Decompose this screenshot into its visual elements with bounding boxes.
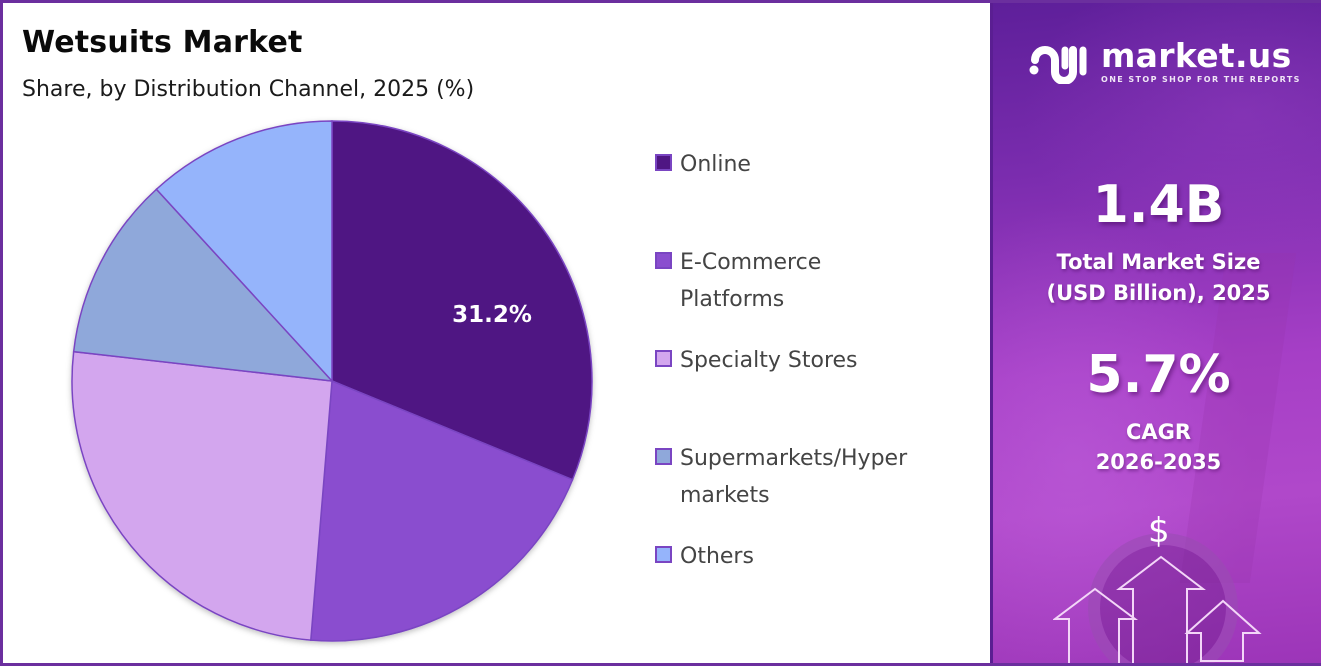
pie-slice-specialty-stores	[71, 350, 333, 641]
market-us-logo-icon	[1029, 45, 1087, 84]
cagr-caption-line-1: CAGR	[1125, 420, 1192, 444]
legend-item: Others	[655, 538, 754, 575]
market-size-caption: Total Market Size (USD Billion), 2025	[993, 247, 1321, 309]
pie-slice-e-commerce-platforms	[309, 379, 574, 642]
legend-swatch	[655, 154, 672, 171]
growth-arrows-icon	[1053, 555, 1262, 663]
legend-item: Supermarkets/Hyper markets	[655, 440, 907, 514]
legend-item: E-Commerce Platforms	[655, 244, 821, 318]
chart-panel: Wetsuits Market Share, by Distribution C…	[3, 3, 990, 663]
legend-swatch	[655, 448, 672, 465]
dollar-icon: $	[1148, 511, 1170, 551]
legend-label: Online	[680, 152, 751, 177]
pie-svg: 31.2%	[71, 120, 593, 642]
online-slice-label: 31.2%	[452, 302, 532, 328]
legend-swatch	[655, 252, 672, 269]
legend-item: Online	[655, 146, 751, 183]
pie-slice-supermarkets-hyper-markets	[72, 188, 334, 382]
pie-slice-others	[155, 120, 333, 383]
legend-swatch	[655, 546, 672, 563]
market-size-caption-line-2: (USD Billion), 2025	[1046, 281, 1271, 305]
pie-chart: 31.2%	[67, 116, 597, 646]
legend-label: Others	[680, 544, 754, 569]
chart-subtitle: Share, by Distribution Channel, 2025 (%)	[22, 77, 475, 102]
chart-title: Wetsuits Market	[22, 25, 303, 60]
cagr-value: 5.7%	[1086, 345, 1231, 405]
legend-label: Specialty Stores	[680, 348, 858, 373]
brand-tagline: ONE STOP SHOP FOR THE REPORTS	[1101, 75, 1301, 84]
brand-name: market.us	[1101, 36, 1292, 75]
pie-slice-online	[331, 120, 593, 481]
legend-swatch	[655, 350, 672, 367]
cagr-caption: CAGR 2026-2035	[993, 417, 1321, 477]
stats-panel: market.us ONE STOP SHOP FOR THE REPORTS …	[990, 3, 1321, 663]
legend-label: Supermarkets/Hyper markets	[680, 446, 908, 508]
legend-label: E-Commerce Platforms	[680, 250, 822, 312]
legend-item: Specialty Stores	[655, 342, 858, 379]
brand-logo: market.us ONE STOP SHOP FOR THE REPORTS	[1029, 39, 1301, 84]
market-size-value: 1.4B	[1092, 175, 1225, 235]
market-size-caption-line-1: Total Market Size	[1056, 250, 1261, 274]
cagr-caption-line-2: 2026-2035	[1095, 450, 1222, 474]
